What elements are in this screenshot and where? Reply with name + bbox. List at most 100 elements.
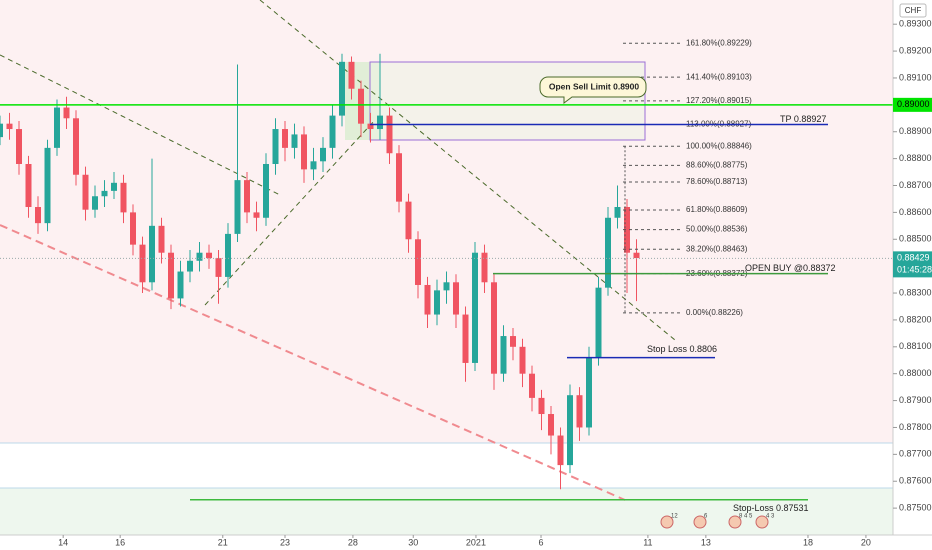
candle-body <box>215 258 222 277</box>
trade-level-label: TP 0.88927 <box>780 114 826 124</box>
y-tick-label: 0.87700 <box>899 449 932 459</box>
sell-zone-box <box>369 61 646 141</box>
fib-label: 78.60%(0.88713) <box>686 177 748 186</box>
candle-body <box>111 182 117 191</box>
candle-body <box>16 129 22 164</box>
candle-body <box>291 134 298 148</box>
candle-body <box>633 252 640 259</box>
candle-body <box>519 346 526 374</box>
fib-label: 38.20%(0.88463) <box>686 244 748 253</box>
event-icon <box>660 515 674 529</box>
x-tick-label: 14 <box>58 537 68 547</box>
candle-body <box>567 395 573 466</box>
x-tick-label: 23 <box>280 537 290 547</box>
fib-label: 100.00%(0.88846) <box>686 141 752 150</box>
event-count: 6 <box>704 514 708 520</box>
y-tick-label: 0.88800 <box>899 153 932 163</box>
y-tick-label: 0.87500 <box>899 502 932 512</box>
fib-label: 127.20%(0.89015) <box>686 96 752 105</box>
plot <box>0 53 640 490</box>
candle-body <box>462 314 469 363</box>
candle-body <box>63 107 70 119</box>
candle-body <box>500 336 507 374</box>
candle-body <box>453 282 459 315</box>
x-tick-label: 18 <box>803 537 813 547</box>
candle-body <box>158 225 165 253</box>
candle-body <box>614 207 621 218</box>
y-tick-label: 0.87800 <box>899 422 932 432</box>
candle-body <box>92 196 98 210</box>
trendline <box>0 54 281 196</box>
candle-body <box>101 190 108 197</box>
x-tick-label: 16 <box>115 537 125 547</box>
candle-body <box>386 115 393 154</box>
candle-body <box>282 129 288 148</box>
candle-body <box>130 212 136 245</box>
candle-body <box>605 217 611 288</box>
candle-body <box>244 180 250 213</box>
y-tick-label: 0.88000 <box>899 368 932 378</box>
candle-body <box>177 271 184 299</box>
candle-body <box>25 163 32 208</box>
candle-body <box>196 252 203 261</box>
candle-body <box>320 147 326 162</box>
callout-text: Open Sell Limit 0.8900 <box>549 81 640 91</box>
candle-body <box>624 207 630 253</box>
y-tick-label: 0.88100 <box>899 341 932 351</box>
y-tick-label: 0.89200 <box>899 45 932 55</box>
candle-body <box>548 414 554 436</box>
candle-body <box>82 174 89 210</box>
candle-body <box>405 201 412 240</box>
y-tick-label: 0.88500 <box>899 234 932 244</box>
candle-body <box>272 129 279 164</box>
candle-body <box>529 373 535 398</box>
candle-body <box>348 61 355 89</box>
event-icon <box>693 515 707 529</box>
candle-body <box>310 161 317 170</box>
axes: 0.89300 0.89200 0.89100 0.88900 0.88800 0.887… <box>58 19 931 548</box>
candle-body <box>139 244 146 283</box>
fib-label: 141.40%(0.89103) <box>686 72 752 81</box>
candle-body <box>443 282 450 291</box>
currency-box <box>899 3 927 18</box>
x-tick-label: 21 <box>218 537 228 547</box>
candle-body <box>339 61 345 116</box>
y-tick-label: 0.88900 <box>899 126 932 136</box>
candle-body <box>586 357 592 428</box>
candle-body <box>206 252 212 259</box>
trendline <box>0 224 626 501</box>
time-axis <box>0 535 893 550</box>
candle-body <box>415 239 421 285</box>
x-tick-label: 6 <box>539 537 544 547</box>
event-icon <box>755 515 769 529</box>
countdown: 01:45:28 <box>897 265 932 275</box>
x-tick-label: 30 <box>408 537 418 547</box>
x-tick-label: 2021 <box>466 537 486 547</box>
event-count: 12 <box>671 514 678 520</box>
candle-body <box>44 147 51 224</box>
candle-body <box>595 287 602 358</box>
fib-label: 88.60%(0.88775) <box>686 160 748 169</box>
x-tick-label: 13 <box>701 537 711 547</box>
x-tick-label: 20 <box>861 537 871 547</box>
candle-body <box>434 290 440 315</box>
y-tick-label: 0.88200 <box>899 314 932 324</box>
candle-body <box>54 107 60 148</box>
overlay: 161.80%(0.89229) 141.40%(0.89103) 127.20%(… <box>0 38 893 529</box>
y-tick-label: 0.89100 <box>899 72 932 82</box>
callout-box <box>539 76 647 104</box>
current-price-label: 0.88429 <box>897 253 930 263</box>
candle-body <box>168 252 174 299</box>
candle-body <box>396 153 402 202</box>
current-price-badge <box>893 251 932 278</box>
candle-body <box>424 284 431 315</box>
y-tick-label: 0.88300 <box>899 287 932 297</box>
y-tick-label: 0.87600 <box>899 476 932 486</box>
candle-body <box>481 252 488 283</box>
resistance-badge <box>893 97 932 112</box>
y-tick-label: 0.88600 <box>899 207 932 217</box>
candle-body <box>263 163 269 218</box>
currency: CHF <box>905 6 922 15</box>
trade-level-label: OPEN BUY @0.88372 <box>745 263 836 273</box>
